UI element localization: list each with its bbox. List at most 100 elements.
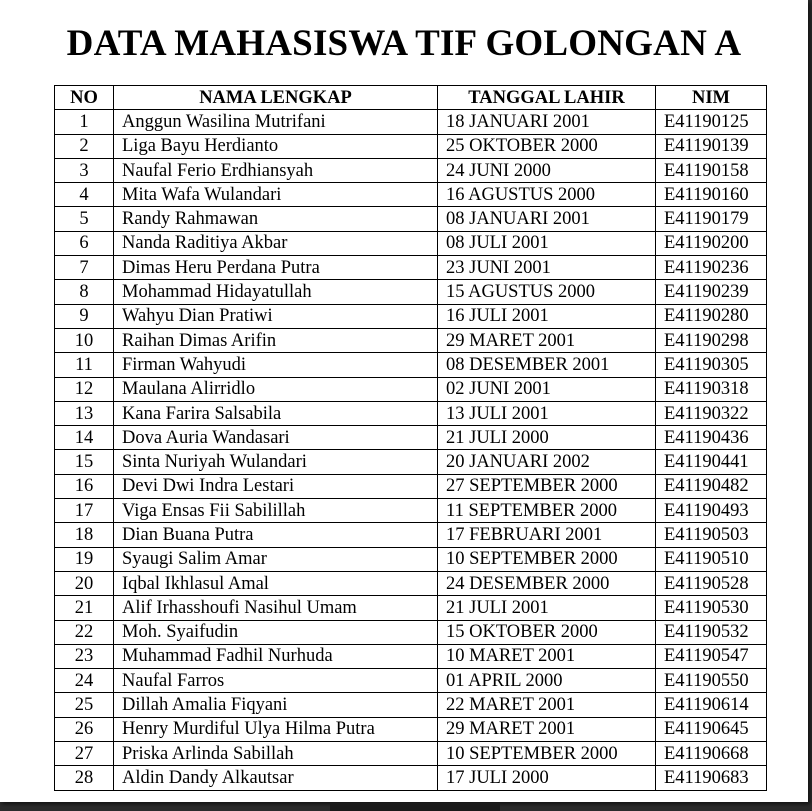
cell-nim: E41190239: [655, 279, 767, 305]
cell-tanggal-lahir: 21 JULI 2000: [437, 425, 656, 451]
cell-no: 11: [54, 352, 114, 378]
cell-tanggal-lahir: 23 JUNI 2001: [437, 255, 656, 281]
cell-tanggal-lahir: 29 MARET 2001: [437, 327, 656, 354]
cell-nama-lengkap: Dova Auria Wandasari: [113, 425, 438, 451]
cell-no: 17: [54, 498, 114, 524]
cell-nama-lengkap: Liga Bayu Herdianto: [113, 133, 438, 159]
cell-nim: E41190139: [655, 133, 767, 159]
table-row: 20 Iqbal Ikhlasul Amal 24 DESEMBER 2000 E41…: [54, 570, 767, 597]
cell-nama-lengkap: Anggun Wasilina Mutrifani: [113, 109, 438, 135]
cell-no: 20: [54, 570, 114, 597]
table-row: 14 Dova Auria Wandasari 21 JULI 2000 E41190…: [54, 425, 767, 451]
cell-nama-lengkap: Naufal Farros: [113, 668, 438, 694]
cell-tanggal-lahir: 17 FEBRUARI 2001: [437, 522, 656, 548]
cell-nama-lengkap: Mita Wafa Wulandari: [113, 182, 438, 208]
cell-tanggal-lahir: 02 JUNI 2001: [437, 376, 656, 402]
cell-nama-lengkap: Viga Ensas Fii Sabilillah: [113, 498, 438, 524]
table-row: 21 Alif Irhasshoufi Nasihul Umam 21 JULI 2…: [54, 595, 767, 621]
cell-no: 13: [54, 400, 114, 427]
cell-tanggal-lahir: 08 JANUARI 2001: [437, 206, 656, 232]
cell-tanggal-lahir: 25 OKTOBER 2000: [437, 133, 656, 159]
cell-nim: E41190200: [655, 230, 767, 257]
table-row: 27 Priska Arlinda Sabillah 10 SEPTEMBER 20…: [54, 741, 767, 767]
table-row: 2 Liga Bayu Herdianto 25 OKTOBER 2000 E4119…: [54, 133, 767, 159]
table-row: 23 Muhammad Fadhil Nurhuda 10 MARET 2001 E4…: [54, 643, 767, 670]
cell-tanggal-lahir: 17 JULI 2000: [437, 765, 656, 791]
table-row: 16 Devi Dwi Indra Lestari 27 SEPTEMBER 200…: [54, 473, 767, 500]
cell-tanggal-lahir: 08 DESEMBER 2001: [437, 352, 656, 378]
cell-tanggal-lahir: 08 JULI 2001: [437, 230, 656, 257]
cell-nim: E41190528: [655, 570, 767, 597]
cell-no: 26: [54, 716, 114, 743]
cell-nim: E41190305: [655, 352, 767, 378]
cell-tanggal-lahir: 20 JANUARI 2002: [437, 449, 656, 475]
cell-nama-lengkap: Kana Farira Salsabila: [113, 400, 438, 427]
cell-tanggal-lahir: 29 MARET 2001: [437, 716, 656, 743]
document-title: DATA MAHASISWA TIF GOLONGAN A: [66, 23, 742, 64]
table-body: 1 Anggun Wasilina Mutrifani 18 JANUARI 200…: [54, 109, 767, 791]
cell-nim: E41190532: [655, 619, 767, 645]
cell-nama-lengkap: Sinta Nuriyah Wulandari: [113, 449, 438, 475]
table-row: 1 Anggun Wasilina Mutrifani 18 JANUARI 200…: [54, 109, 767, 135]
cell-tanggal-lahir: 21 JULI 2001: [437, 595, 656, 621]
cell-no: 2: [54, 133, 114, 159]
table-row: 5 Randy Rahmawan 08 JANUARI 2001 E41190179: [54, 206, 767, 232]
header-tanggal-lahir: TANGGAL LAHIR: [437, 84, 656, 111]
table-row: 18 Dian Buana Putra 17 FEBRUARI 2001 E41190…: [54, 522, 767, 548]
cell-no: 21: [54, 595, 114, 621]
cell-nim: E41190436: [655, 425, 767, 451]
cell-tanggal-lahir: 18 JANUARI 2001: [437, 109, 656, 135]
cell-nama-lengkap: Raihan Dimas Arifin: [113, 327, 438, 354]
cell-tanggal-lahir: 24 DESEMBER 2000: [437, 570, 656, 597]
cell-nim: E41190510: [655, 546, 767, 572]
cell-no: 12: [54, 376, 114, 402]
cell-nama-lengkap: Firman Wahyudi: [113, 352, 438, 378]
cell-nama-lengkap: Wahyu Dian Pratiwi: [113, 303, 438, 329]
cell-no: 15: [54, 449, 114, 475]
cell-no: 24: [54, 668, 114, 694]
cell-nim: E41190125: [655, 109, 767, 135]
cell-no: 16: [54, 473, 114, 500]
table-row: 7 Dimas Heru Perdana Putra 23 JUNI 2001 E41…: [54, 255, 767, 281]
cell-tanggal-lahir: 13 JULI 2001: [437, 400, 656, 427]
cell-nama-lengkap: Dillah Amalia Fiqyani: [113, 692, 438, 718]
cell-tanggal-lahir: 27 SEPTEMBER 2000: [437, 473, 656, 500]
cell-no: 5: [54, 206, 114, 232]
cell-no: 18: [54, 522, 114, 548]
cell-nim: E41190683: [655, 765, 767, 791]
cell-no: 9: [54, 303, 114, 329]
cell-no: 28: [54, 765, 114, 791]
table-row: 10 Raihan Dimas Arifin 29 MARET 2001 E41190…: [54, 327, 767, 354]
cell-no: 1: [54, 109, 114, 135]
cell-nim: E41190482: [655, 473, 767, 500]
cell-no: 22: [54, 619, 114, 645]
table-row: 3 Naufal Ferio Erdhiansyah 24 JUNI 2000 E41…: [54, 157, 767, 184]
cell-no: 6: [54, 230, 114, 257]
table-row: 19 Syaugi Salim Amar 10 SEPTEMBER 2000 E411…: [54, 546, 767, 572]
cell-nim: E41190645: [655, 716, 767, 743]
cell-nim: E41190322: [655, 400, 767, 427]
cell-nim: E41190318: [655, 376, 767, 402]
cell-tanggal-lahir: 10 SEPTEMBER 2000: [437, 741, 656, 767]
cell-tanggal-lahir: 10 SEPTEMBER 2000: [437, 546, 656, 572]
cell-nama-lengkap: Naufal Ferio Erdhiansyah: [113, 157, 438, 184]
cell-no: 14: [54, 425, 114, 451]
cell-nim: E41190160: [655, 182, 767, 208]
cell-tanggal-lahir: 01 APRIL 2000: [437, 668, 656, 694]
table-row: 13 Kana Farira Salsabila 13 JULI 2001 E4119…: [54, 400, 767, 427]
table-row: 28 Aldin Dandy Alkautsar 17 JULI 2000 E4119…: [54, 765, 767, 791]
cell-nim: E41190547: [655, 643, 767, 670]
cell-no: 7: [54, 255, 114, 281]
student-table: NO NAMA LENGKAP TANGGAL LAHIR NIM 1 Anggu…: [54, 84, 767, 791]
table-row: 15 Sinta Nuriyah Wulandari 20 JANUARI 2002…: [54, 449, 767, 475]
cell-nama-lengkap: Maulana Alirridlo: [113, 376, 438, 402]
cell-tanggal-lahir: 16 JULI 2001: [437, 303, 656, 329]
table-row: 6 Nanda Raditiya Akbar 08 JULI 2001 E411902…: [54, 230, 767, 257]
cell-nim: E41190530: [655, 595, 767, 621]
table-row: 26 Henry Murdiful Ulya Hilma Putra 29 MARE…: [54, 716, 767, 743]
table-row: 9 Wahyu Dian Pratiwi 16 JULI 2001 E41190280: [54, 303, 767, 329]
header-nim: NIM: [655, 84, 767, 111]
cell-nama-lengkap: Muhammad Fadhil Nurhuda: [113, 643, 438, 670]
cell-no: 8: [54, 279, 114, 305]
